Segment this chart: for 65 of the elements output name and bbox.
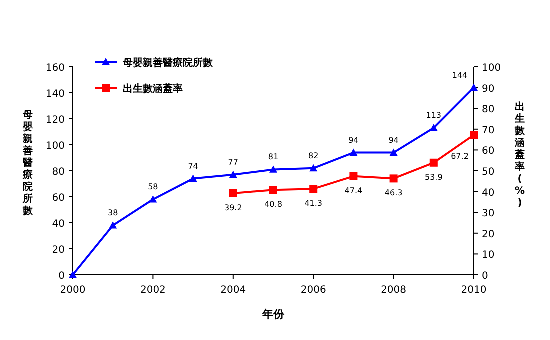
text: 出生數涵蓋率(%) [514,102,526,209]
y-tick-label: 140 [46,89,65,100]
data-label: 46.3 [384,188,403,198]
y2-tick-label: 40 [482,188,495,199]
point [470,131,478,140]
y2-tick-label: 30 [482,208,495,220]
x-tick-label: 2008 [381,285,407,296]
x-axis-title: 年份 [262,308,286,321]
data-label: 67.2 [451,152,469,162]
y-tick-label: 60 [52,193,65,204]
data-label: 81 [268,152,279,162]
y2-tick-label: 60 [482,146,495,158]
y2-tick-label: 90 [482,84,495,95]
x-tick-label: 2010 [461,285,487,296]
point [310,164,318,172]
legend-label: 母嬰親善醫療院所數 [122,57,214,69]
y2-tick-label: 70 [482,125,495,136]
data-label: 38 [108,208,118,218]
data-label: 40.8 [264,200,282,210]
point [229,170,238,178]
point [229,189,238,198]
point [350,172,358,180]
x-tick-label: 2004 [220,285,246,296]
y2-tick-label: 20 [482,229,495,240]
point [189,174,198,182]
y2-tick-label: 80 [482,104,495,116]
y-tick-label: 20 [52,245,65,256]
data-label: 113 [426,111,442,120]
y2-tick-label: 50 [482,167,495,178]
y-tick-label: 120 [46,115,65,126]
point [430,158,438,167]
point [390,174,398,183]
point [310,185,318,194]
y-tick-label: 100 [46,141,65,152]
y-tick-label: 80 [52,167,65,178]
data-label: 94 [348,136,359,145]
point [430,124,438,132]
x-tick-label: 2000 [60,285,86,296]
point [390,148,398,156]
data-label: 39.2 [224,203,242,212]
data-label: 77 [228,158,238,167]
point [270,166,278,173]
data-label: 53.9 [424,172,443,182]
x-tick-label: 2006 [300,285,326,296]
point [470,84,478,91]
data-label: 144 [452,70,468,80]
y-tick-label: 40 [52,219,65,230]
data-label: 47.4 [344,186,363,196]
text: 母嬰親善醫療院所數 [23,110,33,217]
data-label: 41.3 [304,199,323,208]
y-tick-label: 160 [46,63,65,74]
y2-tick-label: 100 [482,63,502,74]
point [350,148,358,156]
data-label: 94 [388,136,399,145]
x-tick-label: 2002 [140,285,166,296]
y2-tick-label: 10 [482,250,495,262]
legend-label: 出生數涵蓋率 [123,83,183,95]
data-label: 82 [308,151,319,160]
y2-tick-label: 0 [482,271,488,282]
point [270,186,278,194]
y-tick-label: 0 [58,271,65,282]
point [149,196,158,203]
point [109,222,118,229]
data-label: 74 [188,162,198,171]
data-label: 58 [148,182,158,192]
